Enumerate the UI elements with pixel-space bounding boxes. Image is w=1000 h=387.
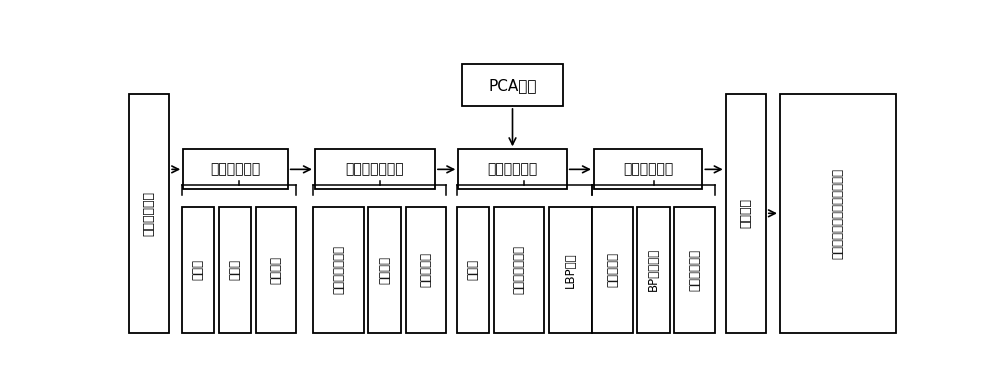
- FancyBboxPatch shape: [313, 207, 364, 332]
- FancyBboxPatch shape: [182, 207, 214, 332]
- Text: 雾环状流: 雾环状流: [270, 256, 283, 284]
- Text: 支持向量机: 支持向量机: [606, 252, 619, 288]
- Text: 灰度共生矩特征: 灰度共生矩特征: [513, 245, 526, 295]
- Text: LBP特征: LBP特征: [564, 252, 577, 288]
- FancyBboxPatch shape: [592, 207, 633, 332]
- FancyBboxPatch shape: [457, 207, 489, 332]
- FancyBboxPatch shape: [183, 149, 288, 190]
- FancyBboxPatch shape: [256, 207, 296, 332]
- Text: 对比度增强: 对比度增强: [419, 252, 432, 288]
- Text: 弹状流: 弹状流: [229, 259, 242, 281]
- FancyBboxPatch shape: [219, 207, 251, 332]
- Text: 中值滤波: 中值滤波: [378, 256, 391, 284]
- FancyBboxPatch shape: [462, 64, 563, 106]
- FancyBboxPatch shape: [494, 207, 544, 332]
- FancyBboxPatch shape: [594, 149, 702, 190]
- Text: 提取感兴趣区域: 提取感兴趣区域: [332, 245, 345, 295]
- Text: 混合特征融合: 混合特征融合: [487, 163, 538, 176]
- FancyBboxPatch shape: [458, 149, 567, 190]
- Text: 概率神经网络: 概率神经网络: [688, 249, 701, 291]
- Text: BP神经网络: BP神经网络: [647, 248, 660, 291]
- Text: 高速摄影系统: 高速摄影系统: [143, 191, 156, 236]
- Text: 波状流: 波状流: [191, 259, 204, 281]
- FancyBboxPatch shape: [780, 94, 896, 332]
- FancyBboxPatch shape: [368, 207, 401, 332]
- FancyBboxPatch shape: [674, 207, 715, 332]
- Text: PCA技术: PCA技术: [488, 78, 537, 92]
- Text: 图像信号采集: 图像信号采集: [210, 163, 261, 176]
- FancyBboxPatch shape: [129, 94, 169, 332]
- FancyBboxPatch shape: [726, 94, 766, 332]
- Text: 识别结果: 识别结果: [739, 198, 752, 228]
- Text: 图像信号预处理: 图像信号预处理: [346, 163, 404, 176]
- Text: 不变矩: 不变矩: [466, 259, 479, 281]
- FancyBboxPatch shape: [406, 207, 446, 332]
- FancyBboxPatch shape: [315, 149, 435, 190]
- Text: 图像识别分类: 图像识别分类: [623, 163, 673, 176]
- FancyBboxPatch shape: [549, 207, 592, 332]
- Text: 图像识别别评价（混淆矩阵）: 图像识别别评价（混淆矩阵）: [832, 168, 844, 259]
- FancyBboxPatch shape: [637, 207, 670, 332]
